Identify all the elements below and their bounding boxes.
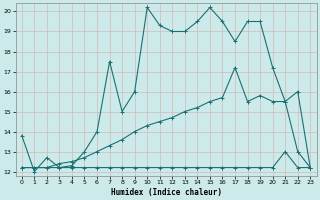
X-axis label: Humidex (Indice chaleur): Humidex (Indice chaleur) xyxy=(110,188,221,197)
